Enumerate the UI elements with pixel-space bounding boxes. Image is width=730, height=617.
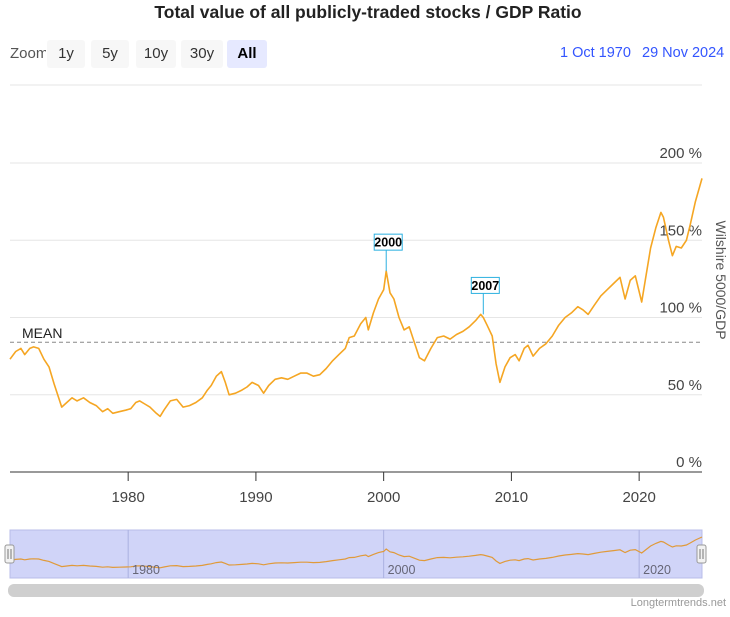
zoom-5y-button[interactable]: 5y	[91, 40, 129, 68]
credit-label: Longtermtrends.net	[630, 597, 726, 609]
x-tick-label: 1990	[239, 489, 272, 506]
y-axis-label: Wilshire 5000/GDP	[713, 220, 729, 339]
y-tick-label: 100 %	[659, 300, 702, 317]
x-tick-label: 2000	[367, 489, 400, 506]
flag-label: 2007	[471, 279, 499, 293]
y-tick-label: 0 %	[676, 454, 702, 471]
navigator-grid	[127, 530, 640, 578]
y-axis-ticks: 0 % 50 % 100 % 150 % 200 %	[659, 145, 702, 471]
x-tick-label: 2020	[622, 489, 655, 506]
event-flags: 2000 2007	[373, 233, 500, 315]
flag-label: 2000	[374, 236, 402, 250]
date-from-input[interactable]: 1 Oct 1970	[560, 45, 631, 61]
date-to-input[interactable]: 29 Nov 2024	[642, 45, 725, 61]
navigator-window[interactable]	[9, 529, 703, 579]
chart-title: Total value of all publicly-traded stock…	[154, 2, 582, 22]
navigator-scrollbar[interactable]	[8, 584, 704, 597]
y-tick-label: 200 %	[659, 145, 702, 162]
series-line-wilshire-gdp	[9, 178, 703, 418]
navigator-handle-right[interactable]	[696, 544, 707, 564]
grid-lines	[10, 84, 702, 396]
zoom-30y-button[interactable]: 30y	[181, 40, 223, 68]
x-tick-label: 2010	[495, 489, 528, 506]
x-axis-ticks: 1980 1990 2000 2010 2020	[111, 472, 656, 506]
navigator-series-line	[9, 536, 703, 569]
navigator-handle-left[interactable]	[4, 544, 15, 564]
y-tick-label: 50 %	[668, 377, 702, 394]
flag-2000[interactable]: 2000	[373, 233, 403, 272]
zoom-label: Zoom	[10, 45, 46, 62]
mean-label: MEAN	[22, 325, 62, 341]
y-tick-label: 150 %	[659, 222, 702, 239]
navigator-labels: 1980 2000 2020	[132, 563, 671, 577]
navigator-label: 2020	[643, 563, 671, 577]
x-tick-label: 1980	[111, 489, 144, 506]
navigator-label: 1980	[132, 563, 160, 577]
flag-2007[interactable]: 2007	[470, 276, 500, 315]
zoom-all-button[interactable]: All	[227, 40, 267, 68]
zoom-1y-button[interactable]: 1y	[47, 40, 85, 68]
zoom-10y-button[interactable]: 10y	[136, 40, 176, 68]
navigator-label: 2000	[388, 563, 416, 577]
